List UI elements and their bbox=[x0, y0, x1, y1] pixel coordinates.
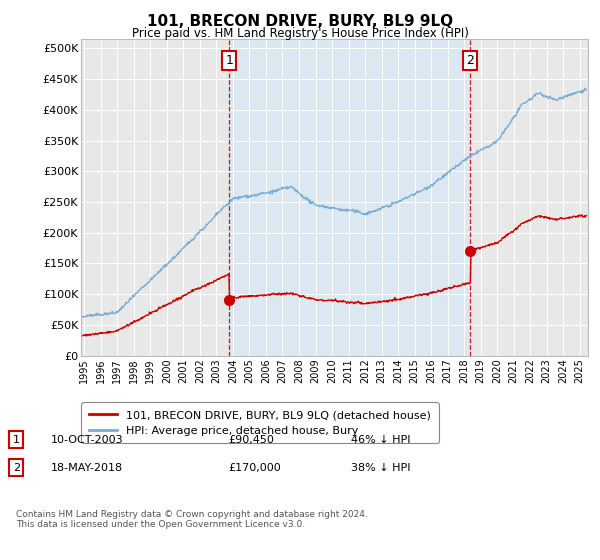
Text: 101, BRECON DRIVE, BURY, BL9 9LQ: 101, BRECON DRIVE, BURY, BL9 9LQ bbox=[147, 14, 453, 29]
Text: 1: 1 bbox=[226, 54, 233, 67]
Legend: 101, BRECON DRIVE, BURY, BL9 9LQ (detached house), HPI: Average price, detached : 101, BRECON DRIVE, BURY, BL9 9LQ (detach… bbox=[82, 402, 439, 444]
Text: 18-MAY-2018: 18-MAY-2018 bbox=[51, 463, 123, 473]
Text: Contains HM Land Registry data © Crown copyright and database right 2024.
This d: Contains HM Land Registry data © Crown c… bbox=[16, 510, 368, 529]
Text: 10-OCT-2003: 10-OCT-2003 bbox=[51, 435, 124, 445]
Text: 38% ↓ HPI: 38% ↓ HPI bbox=[351, 463, 410, 473]
Text: Price paid vs. HM Land Registry's House Price Index (HPI): Price paid vs. HM Land Registry's House … bbox=[131, 27, 469, 40]
Text: 2: 2 bbox=[466, 54, 475, 67]
Text: 2: 2 bbox=[13, 463, 20, 473]
Text: £170,000: £170,000 bbox=[228, 463, 281, 473]
Text: £90,450: £90,450 bbox=[228, 435, 274, 445]
Text: 1: 1 bbox=[13, 435, 20, 445]
Bar bbox=[229, 39, 470, 356]
Text: 46% ↓ HPI: 46% ↓ HPI bbox=[351, 435, 410, 445]
